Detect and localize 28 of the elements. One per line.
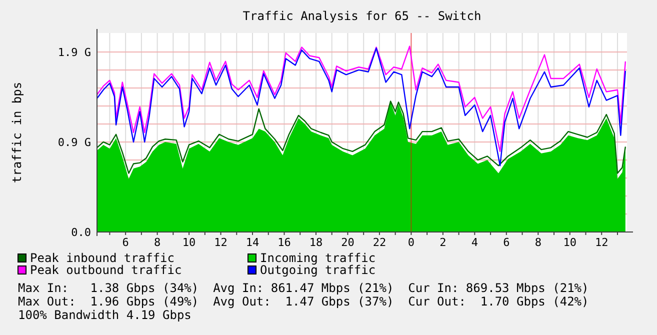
text: 100% Bandwidth 4.19 Gbps — [18, 308, 192, 322]
x-tick-label: 6 — [122, 236, 129, 249]
legend-label: Peak outbound traffic — [30, 263, 182, 277]
legend-label: Outgoing traffic — [260, 263, 376, 277]
x-tick-label: 18 — [309, 236, 323, 249]
x-tick-label: 8 — [154, 236, 161, 249]
x-tick-label: 0 — [408, 236, 415, 249]
x-tick-label: 2 — [440, 236, 446, 249]
y-tick-label: 0.0 — [71, 226, 91, 239]
chart-title: Traffic Analysis for 65 -- Switch — [242, 9, 482, 23]
x-tick-label: 4 — [471, 236, 478, 249]
x-tick-label: 22 — [372, 236, 386, 249]
x-tick-label: 6 — [503, 236, 510, 249]
x-tick-label: 10 — [563, 236, 576, 249]
x-tick-label: 12 — [214, 236, 228, 249]
x-tick-label: 8 — [534, 236, 542, 249]
x-tick-label: 10 — [182, 236, 196, 249]
y-tick-label: 1.9 G — [58, 46, 91, 59]
x-tick-label: 16 — [278, 236, 291, 249]
x-tick-label: 12 — [594, 236, 608, 249]
x-tick-label: 20 — [341, 236, 354, 249]
y-axis-title: traffic in bps — [10, 82, 24, 184]
legend-label: Peak inbound traffic — [30, 251, 174, 265]
text: Max Out: 1.96 Gbps (49%) Avg Out: 1.47 Gbps (37%) Cur Out: 1.70 Gbps (42%) — [18, 294, 589, 308]
text: Max In: 1.38 Gbps (34%) Avg In: 861.47 Mbps (21%) Cur In: 869.53 Mbps (21%) — [18, 281, 589, 295]
y-tick-label: 0.9 G — [58, 136, 91, 149]
series-label: Incoming traffic — [260, 251, 376, 265]
x-tick-label: 14 — [246, 236, 260, 249]
